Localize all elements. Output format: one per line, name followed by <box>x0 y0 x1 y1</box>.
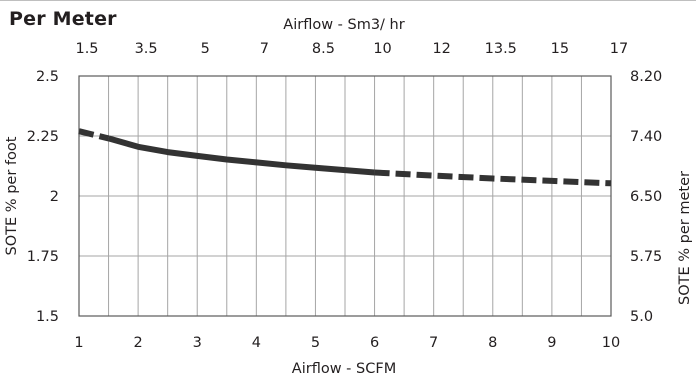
series-line-solid <box>107 135 375 176</box>
series-layer <box>78 128 612 187</box>
series-line-dashed <box>374 169 612 187</box>
x-axis-title: Airflow - SCFM <box>292 361 396 377</box>
x-tick-label: 2 <box>133 335 142 351</box>
plot-frame <box>78 75 612 317</box>
top-x-tick-label: 1.5 <box>75 41 98 57</box>
top-x-tick-label: 17 <box>610 41 628 57</box>
right-y-tick-label: 5.0 <box>630 309 653 325</box>
y-tick-label: 2.5 <box>36 69 59 85</box>
x-tick-label: 8 <box>488 335 497 351</box>
x-tick-label: 4 <box>252 335 261 351</box>
right-y-tick-label: 7.40 <box>630 129 662 145</box>
top-x-axis-title: Airflow - Sm3/ hr <box>283 17 404 33</box>
right-y-tick-label: 8.20 <box>630 69 662 85</box>
x-tick-label: 5 <box>311 335 320 351</box>
frame-layer <box>78 75 612 317</box>
top-x-tick-label: 5 <box>201 41 210 57</box>
y-tick-label: 1.75 <box>27 249 59 265</box>
grid-layer <box>78 75 612 317</box>
x-tick-label: 9 <box>547 335 556 351</box>
x-tick-label: 3 <box>193 335 202 351</box>
right-y-axis-title: SOTE % per meter <box>677 171 693 305</box>
top-x-tick-label: 15 <box>551 41 569 57</box>
right-y-tick-label: 6.50 <box>630 189 662 205</box>
x-tick-label: 6 <box>370 335 379 351</box>
top-x-tick-label: 12 <box>432 41 450 57</box>
top-x-tick-label: 3.5 <box>135 41 158 57</box>
right-y-tick-label: 5.75 <box>630 249 662 265</box>
x-tick-label: 1 <box>74 335 83 351</box>
y-tick-label: 1.5 <box>36 309 59 325</box>
tick-layer: 1 2 3 4 5 6 7 8 9 101.5 3.5 5 7 8.5 10 12 13.5 15 171.51.7… <box>27 41 663 351</box>
x-tick-label: 7 <box>429 335 438 351</box>
y-axis-title: SOTE % per foot <box>4 136 20 255</box>
x-tick-label: 10 <box>602 335 620 351</box>
y-tick-label: 2.25 <box>27 129 59 145</box>
chart-title: Per Meter <box>9 8 117 30</box>
top-x-tick-label: 13.5 <box>485 41 517 57</box>
top-x-tick-label: 8.5 <box>312 41 335 57</box>
top-x-tick-label: 10 <box>373 41 391 57</box>
top-rule <box>0 0 696 1</box>
series-line-dashed <box>78 128 110 142</box>
top-x-tick-label: 7 <box>260 41 269 57</box>
y-tick-label: 2 <box>50 189 59 205</box>
